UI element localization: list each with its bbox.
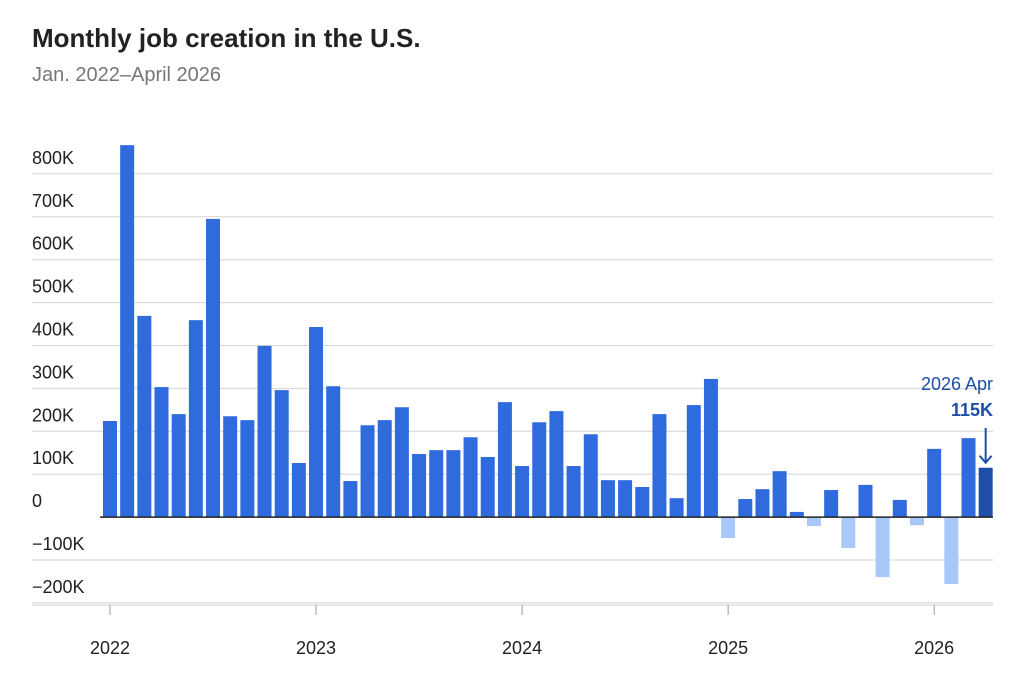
bar (944, 517, 959, 584)
bar (291, 463, 306, 518)
x-tick-label: 2024 (502, 638, 542, 658)
x-tick-label: 2023 (296, 638, 336, 658)
bar (171, 414, 186, 518)
bar (394, 407, 409, 518)
bar (635, 487, 650, 518)
bar (738, 499, 753, 518)
y-tick-label: −200K (32, 577, 85, 597)
y-tick-label: −100K (32, 534, 85, 554)
chart-subtitle: Jan. 2022–April 2026 (32, 64, 221, 86)
y-tick-label: 100K (32, 448, 74, 468)
bar (274, 390, 289, 518)
bar (566, 466, 581, 518)
chart-title: Monthly job creation in the U.S. (32, 23, 421, 53)
bar (686, 405, 701, 518)
bar (463, 437, 478, 518)
bar (412, 454, 427, 518)
bar (652, 414, 667, 518)
bar (532, 422, 547, 518)
bar (875, 517, 890, 578)
y-tick-label: 200K (32, 405, 74, 425)
bar (909, 517, 924, 526)
bar (549, 411, 564, 518)
y-tick-label: 800K (32, 148, 74, 168)
bar (309, 327, 324, 518)
bar (137, 315, 152, 518)
bar (154, 387, 169, 518)
bar (240, 420, 255, 518)
bar (206, 218, 221, 518)
bar (703, 378, 718, 518)
bar (618, 480, 633, 518)
bar (978, 467, 993, 518)
y-tick-label: 500K (32, 277, 74, 297)
y-tick-label: 600K (32, 234, 74, 254)
y-tick-label: 400K (32, 319, 74, 339)
annotation-arrow (978, 428, 993, 465)
x-tick-label: 2026 (914, 638, 954, 658)
y-tick-label: 0 (32, 491, 42, 511)
y-tick-label: 700K (32, 191, 74, 211)
bar (755, 489, 770, 518)
bar (257, 345, 272, 518)
bar (806, 517, 821, 527)
bar (789, 511, 804, 518)
annotation-value: 115K (951, 400, 993, 420)
bar (721, 517, 736, 539)
bar (120, 145, 135, 518)
bar (223, 416, 238, 518)
bar (480, 457, 495, 518)
bar (824, 490, 839, 518)
bar (961, 438, 976, 518)
bar (497, 402, 512, 518)
bar (103, 420, 117, 518)
y-tick-label: 300K (32, 362, 74, 382)
x-tick-label: 2025 (708, 638, 748, 658)
bar (841, 517, 856, 548)
bar (600, 480, 615, 518)
bar (772, 471, 787, 518)
bar (446, 450, 461, 518)
annotation-label: 2026 Apr (921, 374, 993, 394)
bar (188, 320, 203, 518)
bar (326, 386, 341, 518)
bar (927, 448, 942, 518)
bar (669, 498, 684, 518)
bar (583, 434, 598, 518)
bar (377, 420, 392, 518)
bar (343, 481, 358, 518)
bar (858, 484, 873, 518)
bar (515, 466, 530, 518)
bar (429, 450, 444, 518)
bar (892, 499, 907, 518)
x-tick-label: 2022 (90, 638, 130, 658)
bar (360, 425, 375, 518)
